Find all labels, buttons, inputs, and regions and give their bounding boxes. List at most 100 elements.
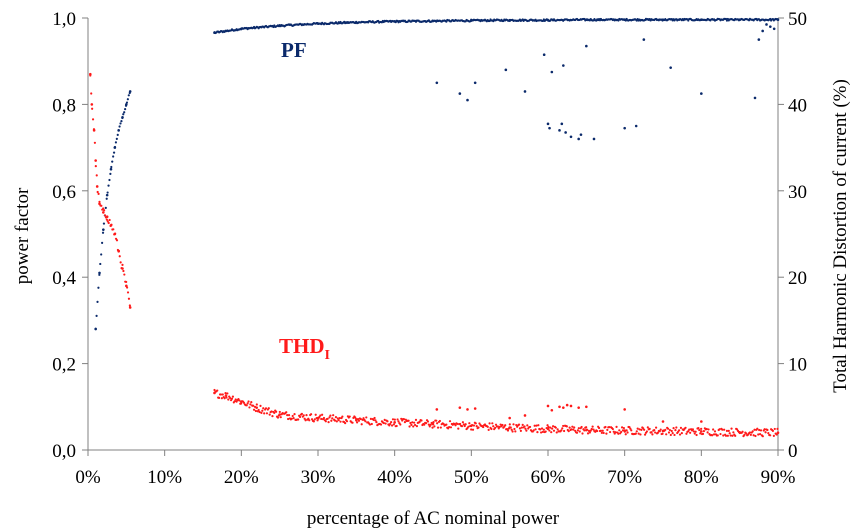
thd-point (300, 412, 303, 415)
thd-point (291, 414, 294, 418)
thd-point (246, 402, 249, 405)
thd-point (384, 422, 387, 425)
thd-point (565, 425, 568, 428)
thd-point (728, 432, 731, 435)
thd-point (100, 204, 103, 207)
thd-point (576, 429, 580, 432)
thd-point (561, 427, 564, 430)
thd-point (93, 141, 96, 144)
thd-point (337, 419, 340, 422)
thd-point (314, 413, 317, 416)
thd-point (427, 423, 430, 426)
x-tick-label: 60% (531, 467, 566, 488)
thd-point (278, 410, 281, 414)
thd-point (580, 425, 583, 429)
thd-point (216, 389, 219, 392)
thd-point (322, 416, 326, 420)
thd-point (402, 418, 406, 421)
thd-point (546, 424, 549, 427)
pf-data-point (213, 31, 216, 34)
thd-point (238, 399, 241, 402)
thd-point (544, 430, 547, 433)
thd-point (361, 418, 364, 421)
thd-point (624, 433, 627, 436)
thd-point (586, 432, 590, 435)
thd-point (472, 424, 476, 427)
pf-point (124, 108, 127, 111)
thd-point (597, 426, 601, 430)
pf-outlier-point (458, 92, 462, 95)
thd-point (475, 425, 478, 428)
thd-point (646, 426, 649, 429)
thd-point (501, 423, 504, 427)
thd-point (508, 423, 511, 426)
y-right-tick-label: 20 (788, 268, 807, 289)
pf-series-label: PF (281, 38, 307, 62)
pf-outlier-point (562, 64, 565, 67)
thd-point (679, 426, 683, 429)
thd-point (568, 426, 571, 429)
thd-point (555, 431, 558, 434)
pf-outlier-point (577, 137, 580, 141)
thd-point (511, 430, 514, 433)
thd-point (436, 422, 439, 425)
thd-point (386, 420, 389, 423)
thd-point (684, 426, 687, 429)
thd-point (758, 432, 762, 436)
thd-point (578, 430, 581, 433)
thd-point (548, 429, 551, 432)
pf-data-point (128, 90, 132, 93)
pf-data-point (316, 22, 320, 25)
pf-outlier-point (546, 122, 550, 126)
axes (87, 18, 779, 451)
thd-point (701, 432, 705, 435)
thd-point (536, 431, 539, 434)
thd-point (459, 422, 462, 426)
thd-point (763, 428, 766, 431)
thd-point (327, 421, 330, 424)
thd-point (252, 408, 256, 411)
thd-point (699, 432, 702, 435)
y-right-axis-title: Total Harmonic Distortion of current (%) (830, 79, 851, 393)
thd-point (258, 410, 261, 414)
pf-point (116, 133, 119, 136)
thd-point (488, 422, 491, 425)
thd-point (319, 414, 322, 417)
thd-point (573, 426, 576, 429)
pf-point (100, 253, 103, 256)
thd-data-point (95, 185, 99, 188)
thd-point (498, 425, 501, 429)
pf-data-point (240, 27, 243, 31)
thd-point (572, 428, 575, 431)
thd-point (125, 280, 128, 284)
thd-point (357, 419, 361, 422)
thd-point (225, 396, 228, 399)
pf-outlier-point (558, 129, 561, 132)
thd-point (127, 297, 131, 300)
thd-point (560, 429, 563, 432)
pf-point (97, 286, 100, 289)
thd-point (754, 434, 757, 438)
thd-point (326, 417, 329, 420)
thd-point (268, 413, 271, 416)
thd-point (695, 433, 698, 437)
pf-data-point (431, 19, 435, 23)
y-left-tick-label: 0,6 (52, 182, 76, 203)
thd-point (756, 427, 759, 430)
thd-data-point (109, 224, 113, 227)
y-left-tick-label: 0,4 (52, 268, 76, 289)
thd-point (626, 431, 629, 434)
thd-point (320, 417, 323, 421)
y-right-tick-label: 40 (788, 95, 807, 116)
thd-label-main: THD (279, 334, 325, 358)
thd-outlier-point (562, 406, 565, 409)
pf-data-point (470, 19, 473, 22)
thd-data-point (546, 427, 550, 431)
thd-point (103, 214, 107, 217)
thd-point (718, 428, 721, 431)
thd-point (332, 414, 335, 417)
thd-point (745, 432, 748, 435)
pf-outlier-point (548, 126, 551, 130)
thd-point (504, 424, 507, 427)
thd-point (286, 414, 289, 417)
